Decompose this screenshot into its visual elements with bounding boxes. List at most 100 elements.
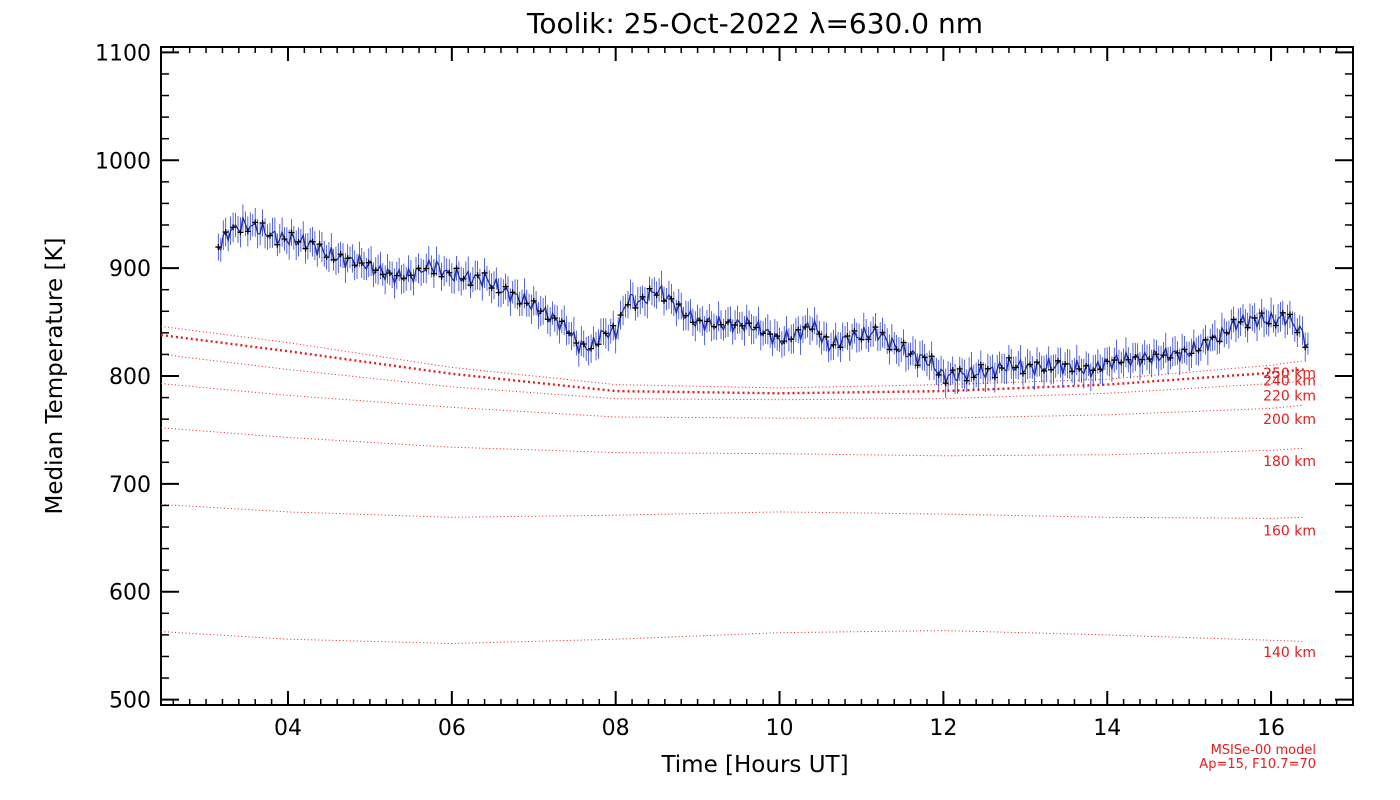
- x-tick-label: 06: [438, 716, 466, 741]
- data-point: [474, 272, 481, 279]
- data-point: [1202, 336, 1209, 343]
- data-point: [1244, 324, 1251, 331]
- data-point: [984, 365, 991, 372]
- data-point: [1223, 329, 1230, 336]
- model-curve-220-km: [160, 353, 1304, 401]
- data-point: [351, 262, 358, 269]
- model-curve-label: 160 km: [1263, 523, 1316, 539]
- data-point: [274, 241, 281, 248]
- data-point: [1258, 310, 1265, 317]
- data-point: [580, 340, 587, 347]
- data-point: [1012, 364, 1019, 371]
- data-point: [1237, 318, 1244, 325]
- data-point: [330, 256, 337, 263]
- data-point: [537, 307, 544, 314]
- model-curve-label: 240 km: [1263, 373, 1316, 389]
- data-point: [502, 283, 509, 290]
- data-point: [281, 236, 288, 243]
- x-axis-title: Time [Hours UT]: [660, 752, 848, 778]
- data-point: [1069, 368, 1076, 375]
- y-tick-label: 900: [109, 257, 151, 282]
- data-point: [400, 275, 407, 282]
- data-point: [1076, 365, 1083, 372]
- x-tick-label: 10: [766, 716, 794, 741]
- data-point: [288, 229, 295, 236]
- data-point: [446, 269, 453, 276]
- data-point: [467, 282, 474, 289]
- data-point: [215, 244, 222, 251]
- data-point: [844, 333, 851, 340]
- data-point: [991, 374, 998, 381]
- data-point: [1167, 354, 1174, 361]
- data-point: [244, 228, 251, 235]
- data-point: [675, 301, 682, 308]
- data-series: [215, 204, 1309, 398]
- data-point: [386, 270, 393, 277]
- data-point: [558, 318, 565, 325]
- data-point: [1132, 353, 1139, 360]
- data-point: [1041, 367, 1048, 374]
- x-tick-label: 08: [602, 716, 630, 741]
- model-curve-label: 200 km: [1263, 412, 1316, 428]
- data-point: [1272, 322, 1279, 329]
- data-point: [1062, 361, 1069, 368]
- data-point: [323, 254, 330, 261]
- data-point: [970, 374, 977, 381]
- data-point: [753, 324, 760, 331]
- data-point: [509, 289, 516, 296]
- data-point: [795, 326, 802, 333]
- data-point: [668, 295, 675, 302]
- data-point: [430, 270, 437, 277]
- data-point: [928, 353, 935, 360]
- data-point: [653, 292, 660, 299]
- data-point: [1104, 358, 1111, 365]
- x-tick-label: 16: [1257, 716, 1285, 741]
- data-point: [488, 285, 495, 292]
- data-point: [788, 336, 795, 343]
- data-point: [942, 380, 949, 387]
- data-point: [1181, 346, 1188, 353]
- data-point: [661, 298, 668, 305]
- data-point: [551, 315, 558, 322]
- data-point: [632, 304, 639, 311]
- data-point: [1090, 367, 1097, 374]
- axis-ticks: 04 06 08 10 12 14 16 500 600 700 800 900 1000 1100: [95, 41, 1354, 741]
- data-point: [914, 362, 921, 369]
- data-point: [1083, 362, 1090, 369]
- data-point: [337, 251, 344, 258]
- data-point: [222, 229, 229, 236]
- data-point: [516, 300, 523, 307]
- data-point: [523, 300, 530, 307]
- data-point: [956, 365, 963, 372]
- data-point: [802, 323, 809, 330]
- data-point: [309, 238, 316, 245]
- data-point: [316, 241, 323, 248]
- data-line: [217, 215, 1309, 384]
- data-point: [767, 331, 774, 338]
- data-point: [344, 255, 351, 262]
- data-point: [495, 289, 502, 296]
- data-point: [837, 344, 844, 351]
- data-point: [900, 339, 907, 346]
- model-curve-160-km: [160, 503, 1304, 519]
- y-tick-label: 700: [109, 473, 151, 498]
- data-point: [977, 361, 984, 368]
- model-curve-180-km: [160, 427, 1304, 457]
- model-curve-label: 140 km: [1263, 645, 1316, 661]
- x-tick-label: 12: [929, 716, 957, 741]
- data-point: [949, 367, 956, 374]
- model-curve-140-km: [160, 630, 1304, 645]
- data-point: [703, 318, 710, 325]
- data-point: [1118, 359, 1125, 366]
- data-point: [617, 312, 624, 319]
- data-point: [1048, 366, 1055, 373]
- data-point: [858, 336, 865, 343]
- model-curve-label: 220 km: [1263, 388, 1316, 404]
- data-point: [573, 339, 580, 346]
- model-curve-200-km: [160, 383, 1304, 419]
- data-point: [365, 259, 372, 266]
- data-point: [544, 316, 551, 323]
- data-point: [907, 350, 914, 357]
